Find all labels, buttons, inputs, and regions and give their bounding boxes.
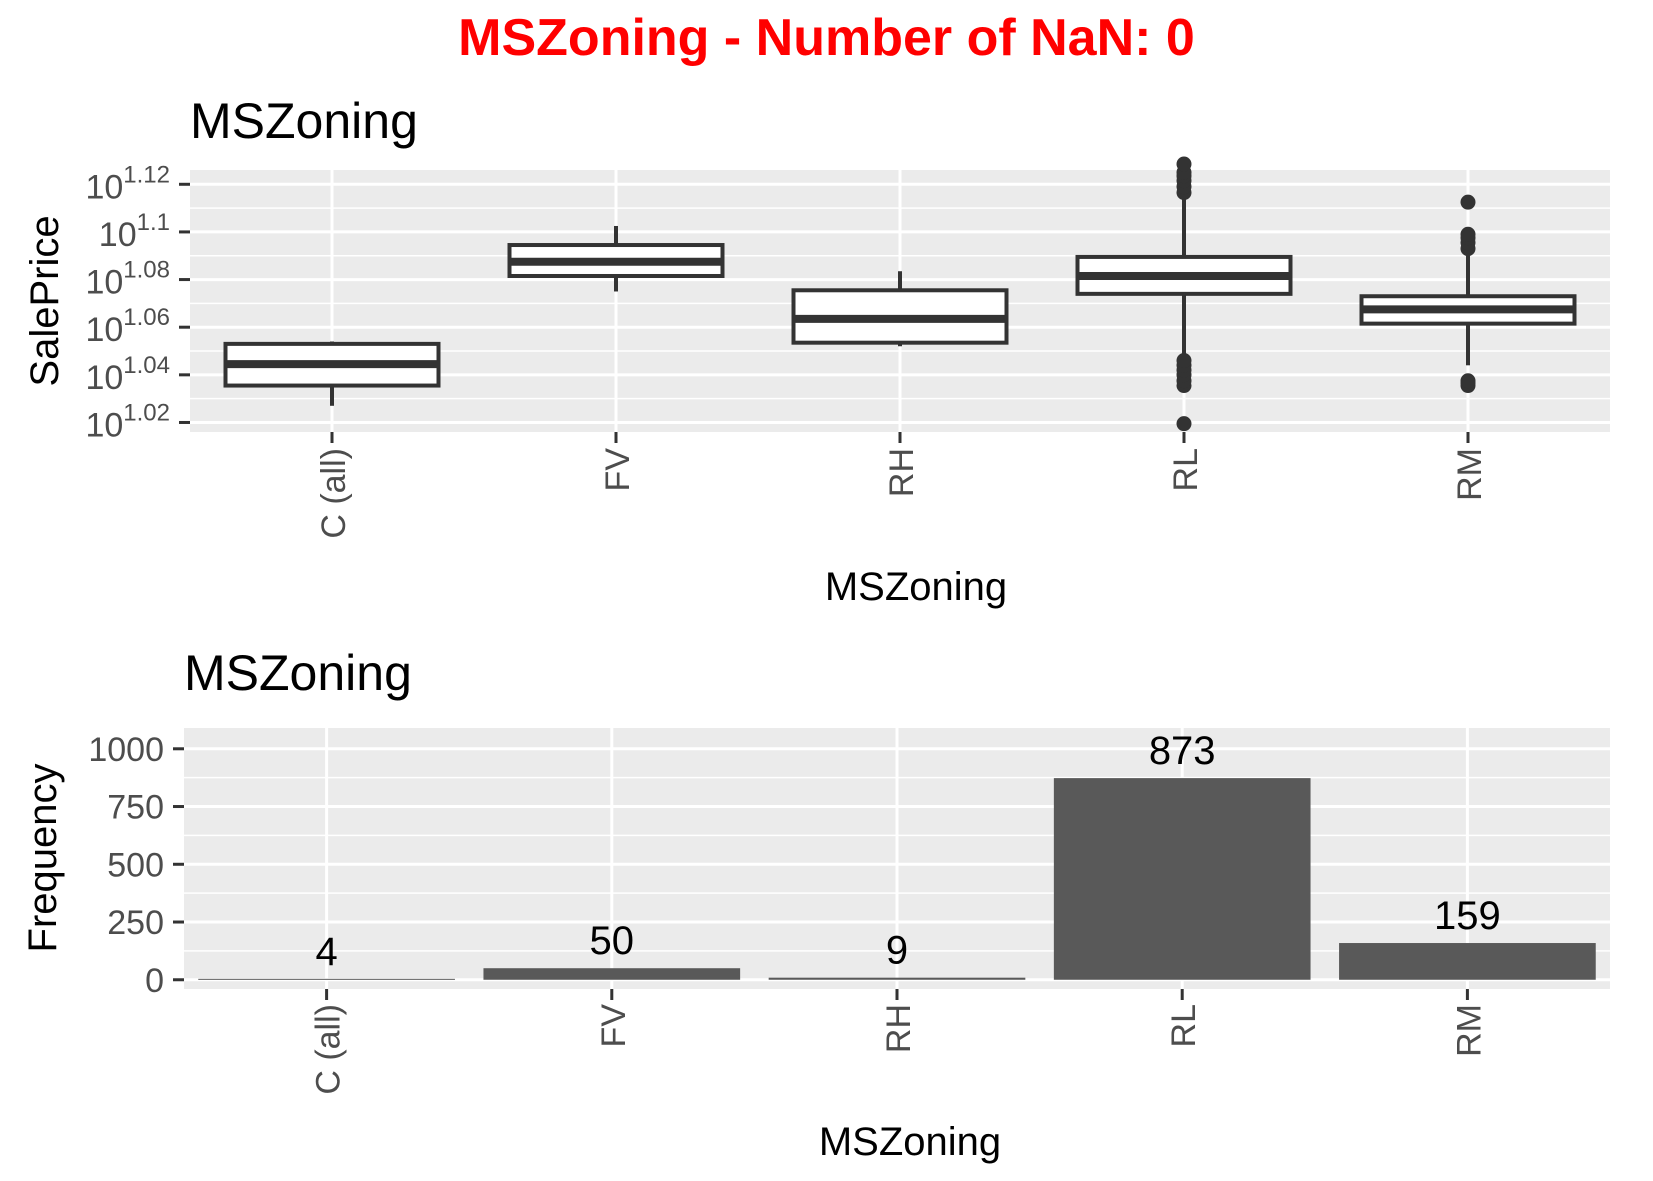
boxplot-title: MSZoning (190, 93, 418, 149)
boxplot-y-tick-exponent: 1.12 (123, 161, 170, 188)
boxplot-box-rh (791, 271, 1009, 347)
bar-data-label: 159 (1434, 894, 1501, 938)
bar (768, 977, 1026, 980)
bar-data-label: 4 (315, 930, 337, 974)
boxplot-y-tick-base: 10 (85, 311, 123, 349)
boxplot-y-tick-label: 101.06 (85, 304, 170, 349)
bar-data-label: 50 (590, 919, 635, 963)
boxplot-y-tick-exponent: 1.06 (123, 304, 170, 331)
bar-chart-x-tick-label: C (all) (310, 1004, 348, 1095)
bar-data-label: 873 (1149, 729, 1216, 773)
boxplot-outlier-point (1176, 353, 1192, 369)
bar-chart-x-tick-label: RL (1165, 1004, 1203, 1047)
boxplot-x-tick-label: FV (599, 448, 637, 492)
bar-chart-y-tick-label: 750 (107, 789, 164, 827)
boxplot-box-c-all (223, 341, 441, 406)
boxplot-marks (223, 156, 1577, 432)
boxplot-outlier-point (1176, 416, 1192, 432)
boxplot-y-tick-exponent: 1.04 (123, 352, 170, 379)
bar-chart-y-tick-label: 250 (107, 904, 164, 942)
bar-chart-title: MSZoning (184, 645, 412, 701)
bar (1339, 943, 1596, 980)
page-title: MSZoning - Number of NaN: 0 (458, 9, 1195, 67)
bar (198, 978, 455, 980)
bar (483, 968, 741, 980)
boxplot-y-tick-base: 10 (85, 168, 123, 206)
bar-chart-x-axis-label: MSZoning (819, 1120, 1001, 1164)
boxplot-y-tick-base: 10 (99, 216, 137, 254)
bar-chart-marks (198, 778, 1596, 980)
bar-chart-y-tick-label: 0 (145, 962, 164, 1000)
bar-chart-y-tick-label: 1000 (88, 731, 164, 769)
boxplot-y-tick-base: 10 (85, 359, 123, 397)
bar-data-label: 9 (886, 929, 908, 973)
bar-chart-x-tick-label: RH (880, 1004, 918, 1053)
boxplot-y-tick-base: 10 (85, 264, 123, 302)
bar-chart-y-axis-label: Frequency (21, 764, 65, 953)
boxplot-y-tick-label: 101.04 (85, 352, 170, 397)
boxplot-x-axis: C (all) FV RH RL RM (315, 432, 1489, 539)
boxplot-y-tick-label: 101.08 (85, 257, 170, 302)
boxplot-outlier-point (1460, 226, 1476, 242)
boxplot-box-fv (507, 225, 725, 292)
bar-chart: MSZoning 4 50 9 873 159 0 250 500 750 1000 C (al… (21, 645, 1610, 1164)
boxplot-y-axis-label: SalePrice (23, 215, 67, 386)
bar-chart-x-tick-label: RM (1450, 1004, 1488, 1057)
boxplot-outlier-point (1460, 373, 1476, 389)
bar (1053, 778, 1311, 980)
boxplot-x-tick-label: C (all) (315, 448, 353, 539)
boxplot-y-tick-base: 10 (85, 406, 123, 444)
boxplot-x-tick-label: RL (1167, 448, 1205, 491)
bar-chart-x-axis: C (all) FV RH RL RM (310, 989, 1488, 1095)
boxplot-y-tick-label: 101.1 (99, 209, 170, 254)
boxplot-outlier-point (1176, 156, 1192, 172)
boxplot-outlier-point (1460, 194, 1476, 210)
boxplot-chart: MSZoning 101.02101.04101.06101.08101.110… (23, 93, 1610, 609)
boxplot-y-tick-exponent: 1.1 (137, 209, 170, 236)
boxplot-y-tick-label: 101.12 (85, 161, 170, 206)
boxplot-x-tick-label: RH (883, 448, 921, 497)
boxplot-y-tick-exponent: 1.02 (123, 399, 170, 426)
bar-chart-y-axis: 0 250 500 750 1000 (88, 731, 184, 1000)
boxplot-box-rm (1359, 194, 1577, 394)
boxplot-x-tick-label: RM (1451, 448, 1489, 501)
boxplot-y-tick-label: 101.02 (85, 399, 170, 444)
boxplot-y-tick-exponent: 1.08 (123, 257, 170, 284)
bar-chart-y-tick-label: 500 (107, 846, 164, 884)
bar-chart-x-tick-label: FV (595, 1004, 633, 1048)
boxplot-box-rl (1075, 156, 1293, 432)
bar-chart-data-labels: 4 50 9 873 159 (315, 729, 1500, 974)
boxplot-x-axis-label: MSZoning (825, 565, 1007, 609)
